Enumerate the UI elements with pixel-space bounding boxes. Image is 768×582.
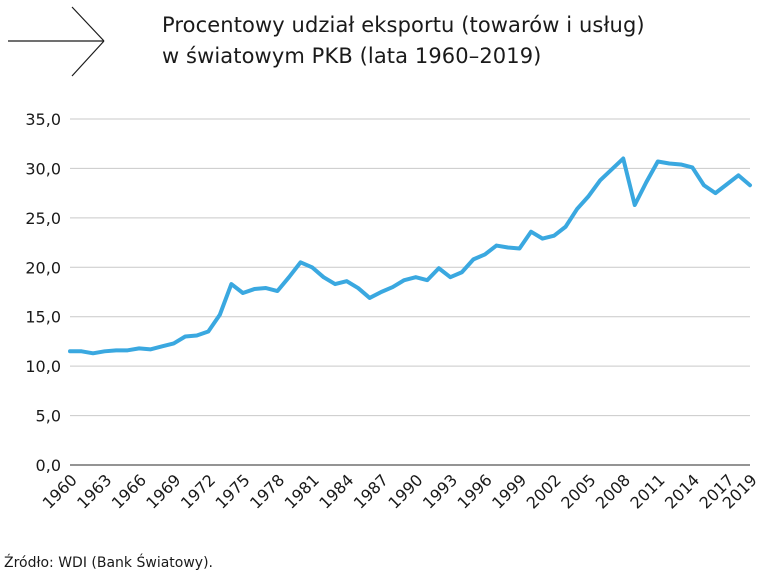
data-point — [137, 346, 141, 350]
data-point — [391, 285, 395, 289]
x-tick-label: 1972 — [177, 470, 219, 512]
data-point — [79, 349, 84, 353]
data-point — [264, 286, 268, 290]
data-point — [517, 246, 522, 251]
x-tick-label: 1996 — [454, 470, 496, 512]
y-tick-label: 10,0 — [25, 357, 61, 376]
y-tick-label: 30,0 — [25, 159, 61, 178]
data-point — [425, 278, 429, 282]
data-point — [575, 207, 579, 211]
data-point — [610, 167, 614, 172]
data-point — [241, 291, 245, 295]
data-point — [725, 182, 729, 186]
y-tick-label: 25,0 — [25, 209, 61, 228]
data-point — [702, 183, 706, 187]
data-point — [114, 348, 118, 352]
data-point — [621, 156, 625, 161]
data-point — [229, 282, 233, 286]
y-tick-label: 15,0 — [25, 308, 61, 327]
data-point — [633, 203, 637, 207]
data-point — [298, 260, 303, 264]
series-line — [68, 156, 752, 356]
data-point — [471, 257, 475, 261]
chart-title: Procentowy udział eksportu (towarów i us… — [162, 10, 762, 72]
data-point — [483, 252, 487, 257]
x-tick-label: 1978 — [246, 470, 288, 512]
x-tick-label: 2011 — [626, 470, 668, 512]
data-point — [598, 178, 602, 182]
arrow-right-icon — [8, 6, 105, 77]
x-tick-label: 1993 — [419, 470, 461, 512]
data-point — [321, 275, 326, 279]
y-tick-label: 5,0 — [36, 407, 61, 426]
source-note: Źródło: WDI (Bank Światowy). — [4, 555, 213, 571]
data-point — [149, 347, 153, 351]
data-point — [656, 159, 660, 164]
data-point — [68, 349, 72, 353]
y-axis-tick-labels: 0,0 5,0 10,0 15,0 20,0 25,0 30,0 35,0 — [25, 110, 61, 475]
x-tick-label: 1984 — [315, 470, 357, 512]
data-point — [172, 341, 176, 346]
x-tick-label: 1990 — [384, 470, 426, 512]
data-point — [356, 286, 360, 290]
data-point — [563, 225, 568, 229]
data-point — [218, 313, 222, 317]
x-tick-label: 1966 — [108, 470, 150, 512]
data-point — [368, 296, 372, 300]
data-point — [529, 230, 533, 234]
data-point — [587, 194, 591, 198]
x-tick-label: 1969 — [142, 470, 184, 512]
data-point — [160, 344, 164, 348]
x-tick-label: 2002 — [523, 470, 565, 512]
data-point — [414, 275, 418, 279]
data-point — [195, 333, 199, 338]
data-point — [748, 183, 752, 187]
x-tick-label: 1963 — [73, 470, 115, 512]
gridlines — [70, 118, 750, 466]
x-tick-label: 1975 — [211, 470, 253, 512]
data-point — [102, 349, 107, 353]
x-tick-label: 1999 — [488, 470, 530, 512]
y-tick-label: 0,0 — [36, 456, 61, 475]
data-point — [448, 275, 452, 279]
data-point — [183, 334, 187, 339]
data-point — [540, 237, 545, 241]
data-point — [91, 351, 95, 355]
x-tick-label: 2008 — [592, 470, 634, 512]
data-point — [310, 265, 314, 269]
chart-title-line-1: Procentowy udział eksportu (towarów i us… — [162, 13, 645, 37]
x-tick-label: 2014 — [661, 470, 703, 512]
data-point — [287, 275, 291, 279]
data-point — [552, 234, 556, 238]
data-point — [275, 289, 280, 293]
data-point — [252, 287, 257, 291]
data-point — [345, 279, 349, 283]
data-point — [333, 282, 337, 286]
data-point — [402, 278, 406, 282]
data-point — [460, 270, 464, 274]
x-axis-tick-labels: 1960196319661969197219751978198119841987… — [39, 470, 761, 512]
data-point — [667, 161, 671, 166]
series-layer — [68, 156, 752, 356]
y-tick-label: 20,0 — [25, 258, 61, 277]
data-point — [506, 245, 510, 250]
data-point — [644, 180, 648, 184]
y-tick-label: 35,0 — [25, 110, 61, 129]
data-point — [736, 173, 741, 177]
chart-title-line-2: w światowym PKB (lata 1960–2019) — [162, 44, 542, 68]
data-point — [126, 348, 130, 352]
x-tick-label: 1987 — [350, 470, 392, 512]
data-point — [713, 191, 718, 195]
x-tick-label: 1960 — [39, 470, 81, 512]
data-point — [494, 243, 499, 248]
x-tick-label: 1981 — [281, 470, 323, 512]
data-point — [206, 329, 210, 334]
line-chart: 0,05,010,015,020,025,030,035,0 196019631… — [25, 110, 761, 513]
data-point — [690, 165, 694, 170]
data-point — [437, 266, 441, 270]
data-point — [379, 290, 383, 294]
x-tick-label: 2005 — [557, 470, 599, 512]
data-point — [679, 162, 683, 167]
